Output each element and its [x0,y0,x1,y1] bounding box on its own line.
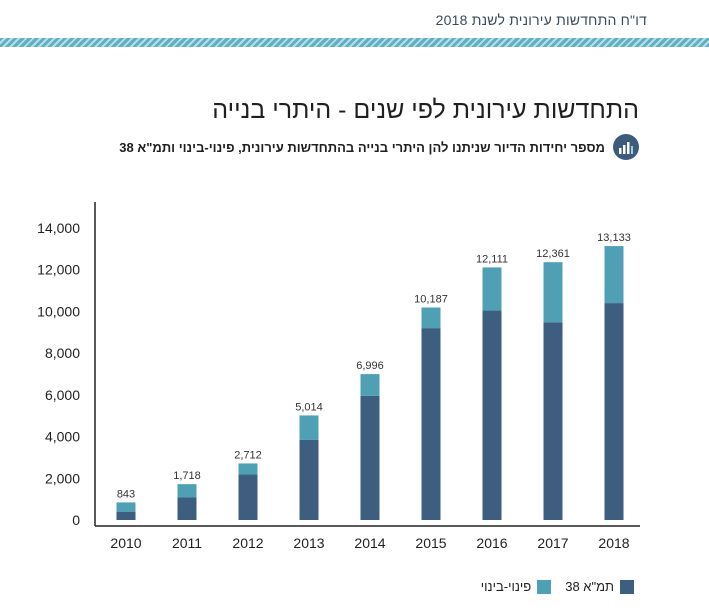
x-tick-label: 2014 [354,535,385,551]
bar-segment-pinui-binui [604,246,624,304]
x-tick-label: 2016 [476,535,507,551]
x-tick-label: 2017 [537,535,568,551]
bar-segment-tama-38 [421,328,441,520]
bar-segment-tama-38 [360,395,380,520]
bar-segment-pinui-binui [299,415,319,440]
bar-total-label: 6,996 [356,360,384,372]
bar-segment-tama-38 [604,303,624,520]
bar-total-label: 2,712 [234,449,262,461]
y-tick-label: 8,000 [45,345,80,361]
bar-segment-pinui-binui [421,307,441,329]
header-stripe [0,38,709,47]
bar-total-label: 843 [117,488,135,500]
y-tick-label: 14,000 [37,220,80,236]
bar-total-label: 5,014 [295,401,323,413]
chart-title: התחדשות עירונית לפי שנים - היתרי בנייה [212,96,639,124]
x-tick-label: 2018 [598,535,629,551]
x-tick-label: 2012 [232,535,263,551]
y-tick-label: 12,000 [37,262,80,278]
legend: פינוי-בינוי תמ"א 38 [481,579,634,594]
bar-total-label: 10,187 [414,294,448,306]
x-tick-label: 2015 [415,535,446,551]
bar-segment-tama-38 [116,511,136,520]
bar-total-label: 12,361 [536,248,570,260]
bar-total-label: 12,111 [476,253,508,265]
y-tick-label: 4,000 [45,429,80,445]
y-tick-label: 10,000 [37,303,80,319]
legend-label-pinui-binui: פינוי-בינוי [480,579,532,594]
bar-segment-tama-38 [238,474,258,520]
bar-total-label: 13,133 [597,232,631,244]
legend-label-tama-38: תמ"א 38 [565,579,614,594]
legend-item-pinui-binui: פינוי-בינוי [480,579,552,594]
chart-subtitle: מספר יחידות הדיור שניתנו להן היתרי בנייה… [119,139,605,155]
y-tick-label: 0 [72,512,80,528]
bar-segment-pinui-binui [116,502,136,512]
legend-item-tama-38: תמ"א 38 [565,579,634,594]
bar-total-label: 1,718 [173,470,201,482]
subtitle-row: מספר יחידות הדיור שניתנו להן היתרי בנייה… [119,133,639,161]
stacked-bar-chart: 0 2,000 4,000 6,000 8,000 10,000 12,000 14,000 8… [37,202,640,551]
x-tick-label: 2010 [110,535,141,551]
legend-swatch-pinui-binui [537,579,552,594]
bar-segment-pinui-binui [543,262,563,323]
report-header-title: דו"ח התחדשות עירונית לשנת 2018 [435,12,647,28]
bar-segment-pinui-binui [482,267,502,311]
bar-segment-tama-38 [482,310,502,520]
bar-segment-tama-38 [299,439,319,520]
y-tick-label: 6,000 [45,387,80,403]
bar-segment-pinui-binui [238,463,258,475]
x-tick-label: 2013 [293,535,324,551]
bar-segment-pinui-binui [177,484,197,498]
bar-chart-icon [613,134,639,160]
bar-segment-tama-38 [177,497,197,520]
bar-segment-tama-38 [543,322,563,520]
y-tick-label: 2,000 [45,470,80,486]
x-tick-label: 2011 [172,535,202,551]
legend-swatch-tama-38 [620,579,634,594]
bar-segment-pinui-binui [360,374,380,396]
